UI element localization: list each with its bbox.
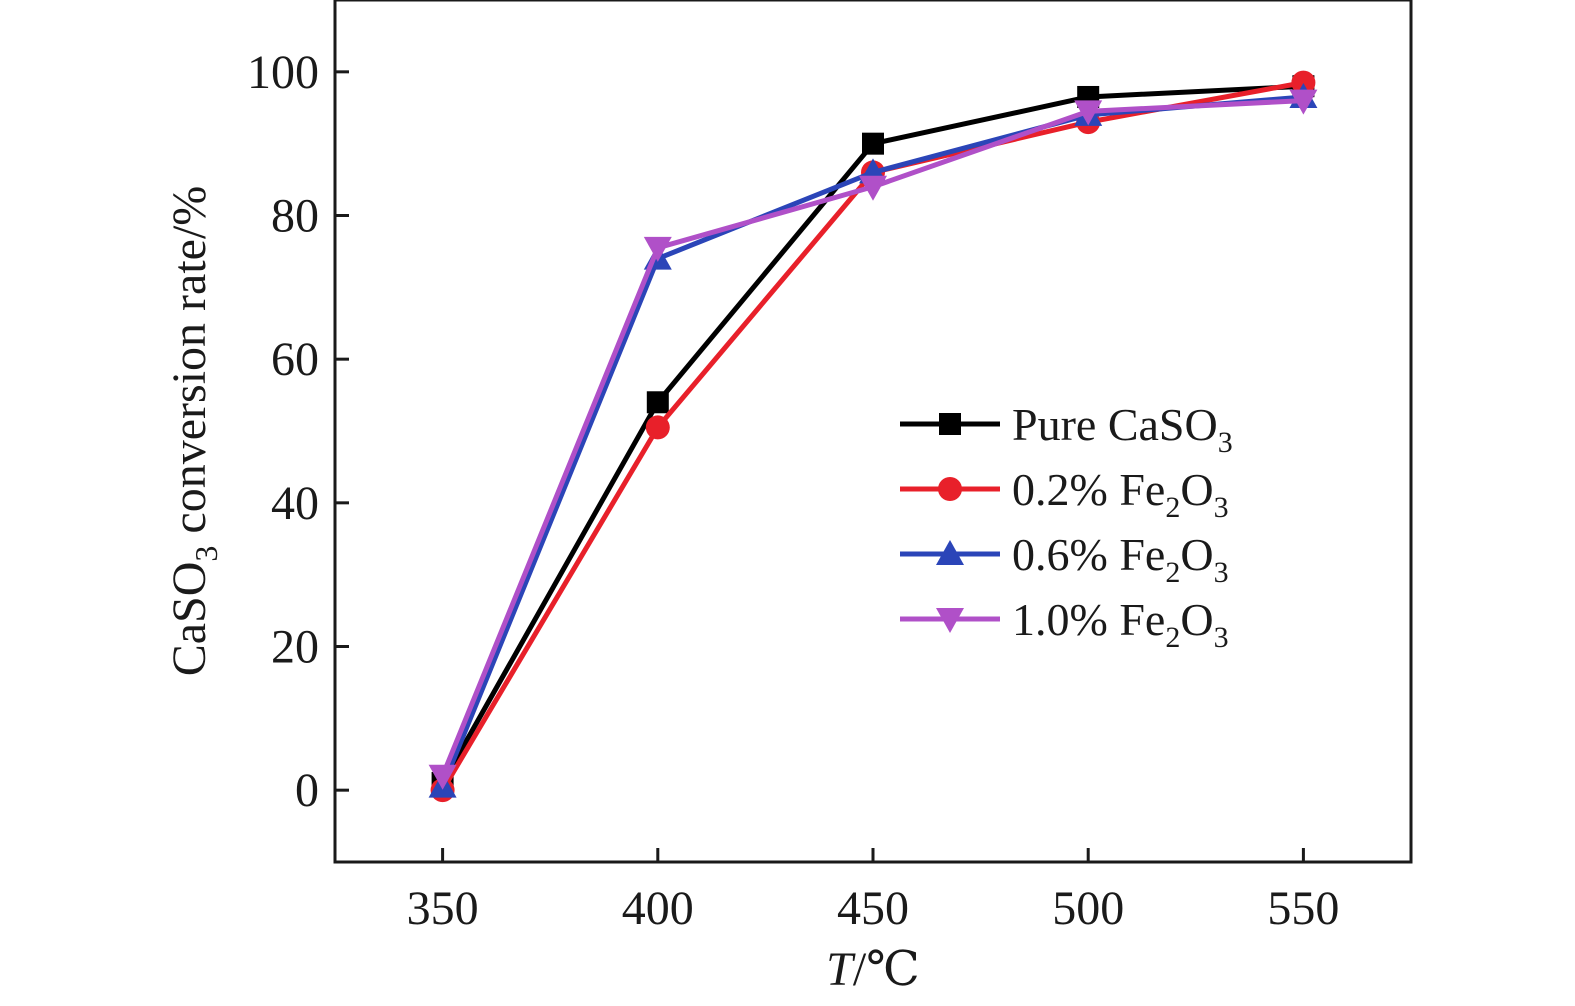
y-tick-label: 20	[271, 621, 319, 674]
legend-marker	[938, 477, 962, 501]
y-tick-label: 80	[271, 190, 319, 243]
x-tick-label: 550	[1267, 882, 1339, 935]
data-point	[428, 764, 457, 790]
legend-marker	[939, 413, 961, 435]
data-point	[643, 236, 672, 262]
legend-label: 0.6% Fe2O3	[1012, 529, 1229, 589]
x-tick-label: 500	[1052, 882, 1124, 935]
x-axis-title: T/℃	[826, 943, 920, 996]
plot-frame	[333, 0, 1413, 864]
data-point	[1289, 89, 1318, 115]
data-point	[645, 415, 670, 440]
data-point	[1291, 70, 1316, 95]
x-tick-label: 350	[407, 882, 479, 935]
plot-layer	[428, 70, 1318, 803]
y-tick-label: 100	[247, 46, 319, 99]
legend-label: 1.0% Fe2O3	[1012, 594, 1229, 654]
y-tick-label: 60	[271, 333, 319, 386]
legend-label: 0.2% Fe2O3	[1012, 464, 1229, 524]
y-axis-title: CaSO3 conversion rate/%	[163, 186, 224, 677]
legend-marker	[936, 608, 964, 633]
data-point	[862, 132, 884, 155]
y-tick-label: 0	[295, 764, 319, 817]
x-tick-label: 400	[622, 882, 694, 935]
data-point	[1074, 100, 1103, 126]
tick-layer: 350 400 450 500 550 0 20 40 60 80 100	[247, 46, 1339, 935]
y-tick-label: 40	[271, 477, 319, 530]
data-point	[646, 391, 669, 414]
legend-marker	[936, 540, 964, 565]
x-tick-label: 450	[837, 882, 909, 935]
data-point	[859, 175, 887, 201]
legend-label: Pure CaSO3	[1012, 399, 1233, 459]
